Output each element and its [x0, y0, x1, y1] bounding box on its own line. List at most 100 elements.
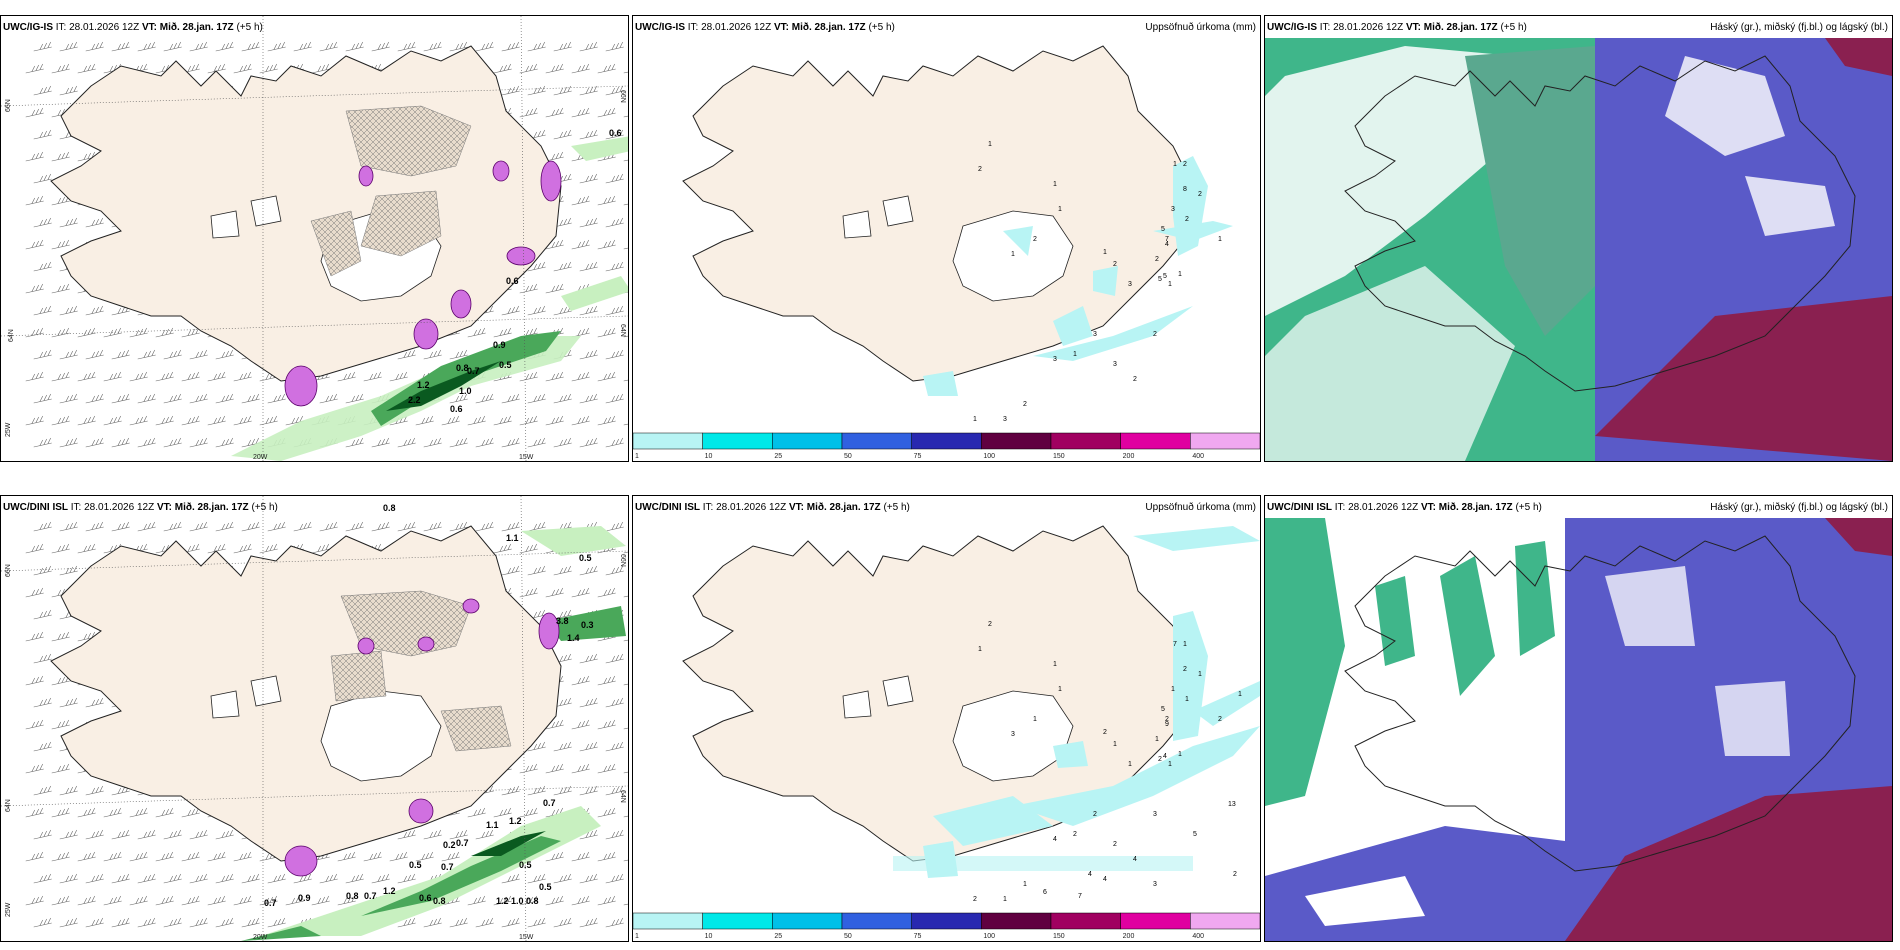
wind-barb — [597, 415, 616, 426]
wind-barb — [111, 349, 130, 360]
wind-barb — [527, 41, 546, 52]
colorbar-tick: 75 — [914, 453, 922, 460]
wind-barb — [111, 437, 130, 448]
wind-barb — [371, 41, 390, 52]
hatch-areas — [310, 105, 472, 277]
wind-barb — [155, 371, 174, 382]
wind-barb — [623, 379, 628, 382]
wind-barb — [77, 151, 96, 162]
wind-barb — [467, 415, 486, 426]
wind-barb — [597, 675, 616, 686]
wind-barb — [553, 437, 572, 448]
wind-barb — [163, 521, 182, 532]
wind-barb — [605, 261, 624, 272]
wind-barb — [85, 305, 104, 316]
svg-text:64N: 64N — [619, 790, 626, 803]
wind-barb — [33, 305, 52, 316]
wind-barb — [259, 895, 278, 906]
wind-barb — [33, 261, 52, 272]
precip-value: 3 — [1128, 281, 1132, 288]
wind-barb — [501, 917, 520, 928]
wind-barb — [623, 815, 628, 818]
wind-barb — [51, 63, 70, 74]
wind-barb — [597, 63, 616, 74]
svg-text:66N: 66N — [619, 554, 626, 567]
wind-barb — [363, 371, 382, 382]
precip-value: 3 — [1153, 811, 1157, 818]
wind-barb — [545, 587, 564, 598]
wind-barb — [129, 371, 148, 382]
svg-text:0.6: 0.6 — [609, 128, 622, 138]
wind-barb — [579, 917, 598, 928]
wind-barb — [33, 697, 52, 708]
wind-barb — [501, 521, 520, 532]
wind-barb — [137, 393, 156, 404]
svg-text:25W: 25W — [5, 422, 12, 437]
svg-text:20W: 20W — [253, 934, 268, 941]
colorbar-swatch — [1120, 912, 1191, 930]
wind-barb — [553, 305, 572, 316]
colorbar-tick: 1 — [635, 453, 639, 460]
wind-barb — [25, 195, 44, 206]
wind-barb — [571, 719, 590, 730]
wind-barb — [129, 851, 148, 862]
wind-barb — [181, 851, 200, 862]
precip-value: 1 — [1128, 761, 1132, 768]
wind-barb — [241, 917, 260, 928]
wind-barb — [519, 807, 538, 818]
wind-barb — [85, 393, 104, 404]
wind-labels: 0.6 0.9 0.5 0.8 0.7 1.0 0.6 2.2 1.2 0.6 — [408, 128, 622, 414]
wind-barb — [241, 873, 260, 884]
wind-barb — [605, 349, 624, 360]
wind-barb — [241, 521, 260, 532]
colorbar: 1 10 25 50 75 100 150 200 400 — [633, 912, 1260, 940]
wind-barb — [579, 873, 598, 884]
wind-barb — [129, 895, 148, 906]
precip-value: 2 — [1198, 191, 1202, 198]
wind-barb — [553, 653, 572, 664]
wind-barb — [597, 763, 616, 774]
wind-barb — [33, 521, 52, 532]
wind-barb — [85, 917, 104, 928]
wind-barb — [449, 41, 468, 52]
wind-barb — [181, 807, 200, 818]
wind-barb — [111, 305, 130, 316]
wind-barb — [33, 437, 52, 448]
precip-value: 1 — [1171, 686, 1175, 693]
wind-barb — [215, 349, 234, 360]
wind-barb — [553, 741, 572, 752]
wind-barb — [449, 521, 468, 532]
wind-barb — [233, 415, 252, 426]
wind-barb — [25, 631, 44, 642]
colorbar-tick: 10 — [705, 453, 713, 460]
wind-barb — [337, 371, 356, 382]
convective-cells — [284, 598, 560, 877]
wind-barb — [553, 565, 572, 576]
convective-cells — [284, 160, 562, 407]
iceland-land — [50, 525, 562, 862]
wind-barb — [579, 565, 598, 576]
wind-barb — [527, 521, 546, 532]
wind-barb — [545, 415, 564, 426]
precip-areas — [893, 526, 1260, 878]
wind-barb — [129, 807, 148, 818]
wind-barb — [51, 239, 70, 250]
wind-barb — [579, 173, 598, 184]
wind-barb — [51, 675, 70, 686]
wind-barb — [215, 437, 234, 448]
hatch-areas — [330, 590, 512, 752]
svg-text:0.8: 0.8 — [456, 363, 469, 373]
wind-barb — [267, 873, 286, 884]
wind-barb — [33, 829, 52, 840]
wind-barb — [527, 565, 546, 576]
wind-barb — [579, 217, 598, 228]
precip-value: 7 — [1173, 641, 1177, 648]
precip-value: 2 — [988, 621, 992, 628]
wind-barb — [155, 851, 174, 862]
panel-subtitle: Uppsöfnuð úrkoma (mm) — [1145, 502, 1256, 513]
wind-barb — [605, 85, 624, 96]
wind-barb — [319, 393, 338, 404]
wind-barb — [137, 873, 156, 884]
colorbar-swatch — [1050, 432, 1121, 450]
